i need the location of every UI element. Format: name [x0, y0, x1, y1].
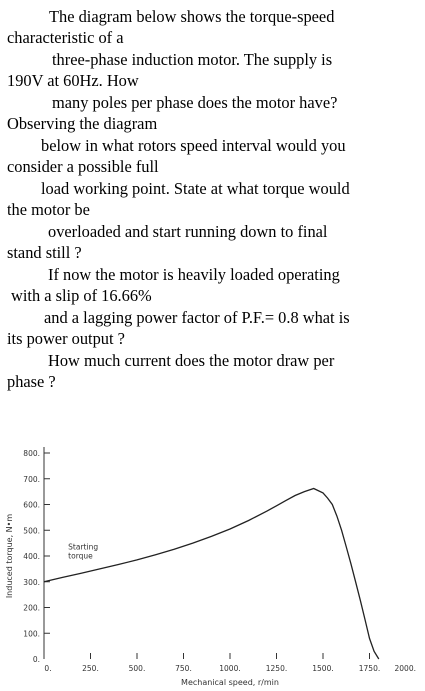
x-tick-label: 500.: [129, 664, 146, 673]
chart-svg: 0. 100. 200. 300. 400. 500. 600. 700. 800. 0. 250…: [5, 447, 416, 687]
question-line: overloaded and start running down to fin…: [48, 222, 328, 241]
y-tick-label: 700.: [23, 475, 40, 484]
question-line: stand still ?: [7, 243, 82, 262]
x-tick-label: 1000.: [219, 664, 240, 673]
x-tick-label: 1500.: [312, 664, 333, 673]
question-line: many poles per phase does the motor have…: [52, 93, 338, 112]
torque-speed-curve: [43, 487, 380, 660]
y-tick-label: 400.: [23, 552, 40, 561]
question-line: If now the motor is heavily loaded opera…: [48, 265, 340, 284]
y-tick-label: 100.: [23, 629, 40, 638]
x-tick-label: 1750.: [359, 664, 380, 673]
y-tick-label: 200.: [23, 604, 40, 613]
x-tick-label: 2000.: [395, 664, 416, 673]
x-tick-label: 250.: [82, 664, 99, 673]
question-line: The diagram below shows the torque-speed: [49, 7, 335, 26]
question-line: How much current does the motor draw per: [48, 351, 335, 370]
question-line: the motor be: [7, 200, 90, 219]
y-axis-title: Induced torque, N•m: [5, 514, 14, 599]
x-tick-group: 0. 250. 500. 750. 1000. 1250. 1500. 1750. 2000.: [44, 653, 416, 673]
question-line: phase ?: [7, 372, 56, 391]
y-tick-label: 300.: [23, 578, 40, 587]
torque-speed-chart: 0. 100. 200. 300. 400. 500. 600. 700. 800. 0. 250…: [0, 430, 425, 691]
question-line: 190V at 60Hz. How: [7, 71, 139, 90]
y-tick-label: 800.: [23, 449, 40, 458]
question-line: Observing the diagram: [7, 114, 158, 133]
question-line: characteristic of a: [7, 28, 124, 47]
x-axis-title: Mechanical speed, r/min: [181, 678, 279, 687]
question-line: consider a possible full: [7, 157, 159, 176]
question-line: three-phase induction motor. The supply …: [52, 50, 333, 69]
question-line: and a lagging power factor of P.F.= 0.8 …: [44, 308, 350, 327]
question-line: with a slip of 16.66%: [11, 286, 152, 305]
question-line: its power output ?: [7, 329, 125, 348]
question-line: below in what rotors speed interval woul…: [41, 136, 346, 155]
starting-torque-label: torque: [68, 552, 93, 561]
y-tick-label: 600.: [23, 501, 40, 510]
y-tick-label: 500.: [23, 526, 40, 535]
y-tick-group: 0. 100. 200. 300. 400. 500. 600. 700. 800.: [23, 449, 50, 664]
starting-torque-label: Starting: [68, 543, 98, 552]
x-tick-label: 750.: [175, 664, 192, 673]
question-line: load working point. State at what torque…: [41, 179, 350, 198]
y-tick-label: 0.: [33, 655, 40, 664]
x-tick-label: 1250.: [266, 664, 287, 673]
x-tick-label: 0.: [44, 664, 51, 673]
